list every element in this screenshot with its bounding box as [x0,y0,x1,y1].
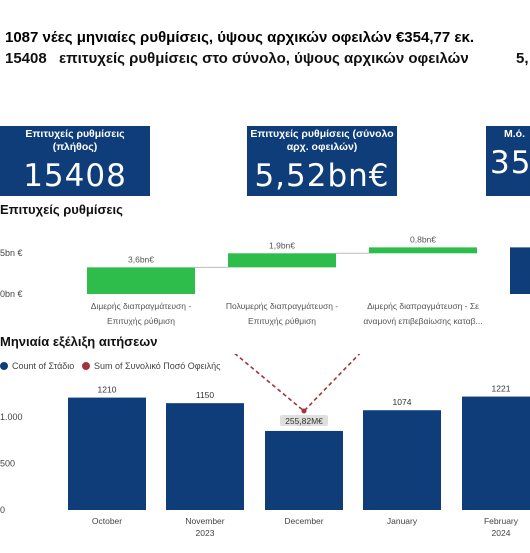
count-bar [166,403,244,510]
kpi-card-count: Επιτυχείς ρυθμίσεις (πλήθος) 15408 [0,126,150,196]
kpi-label: Επιτυχείς ρυθμίσεις (πλήθος) [0,126,150,154]
headline-total-count: 15408 [5,50,47,67]
sum-label-box [280,415,328,427]
monthly-chart-title: Μηνιαία εξέλιξη αιτήσεων [0,334,158,349]
waterfall-category-label: Επιτυχής ρύθμιση [107,316,175,326]
y-tick-label: 1.000 [0,412,23,422]
x-tick-label: October [92,516,122,526]
sum-value-label: 255,82M€ [285,416,323,426]
y-tick-label: 500 [0,459,15,469]
waterfall-bar [369,247,477,254]
headline-line-1: 1087 νέες μηνιαίες ρυθμίσεις, ύψους αρχι… [5,29,475,46]
count-bar [363,410,441,510]
count-value-label: 1210 [98,385,117,395]
y-tick-label: 0bn € [0,289,23,299]
sum-point [301,408,307,414]
x-tick-year: 2023 [196,528,215,538]
kpi-label: Μ.ό. [486,126,530,141]
waterfall-title: Επιτυχείς ρυθμίσεις [0,202,123,217]
y-tick-label: 5bn € [0,248,23,258]
count-value-label: 1221 [492,384,511,394]
waterfall-bar [228,253,336,268]
x-tick-label: February [484,516,519,526]
waterfall-category-label: Πολυμερής διαπραγμάτευση - [226,301,338,311]
waterfall-category-label: Διμερής διαπραγμάτευση - Σε [367,301,479,311]
waterfall-value-label: 1,9bn€ [269,240,295,250]
waterfall-chart: 5bn € 0bn € 3,6bn€ Διμερής διαπραγμάτευση -… [0,234,530,326]
waterfall-value-label: 0,8bn€ [410,234,436,244]
kpi-value: 15408 [23,158,127,194]
kpi-label-line-1: Επιτυχείς ρυθμίσεις [25,128,125,140]
waterfall-bar [87,267,195,294]
kpi-label-line-1: Επιτυχείς ρυθμίσεις (σύνολο [250,128,394,140]
count-value-label: 1150 [196,390,215,400]
headline-total-amount: 5, [516,50,529,67]
kpi-card-total-debt: Επιτυχείς ρυθμίσεις (σύνολο αρχ. οφειλών… [247,126,397,196]
waterfall-value-label: 3,6bn€ [128,254,154,264]
count-bar [462,396,530,510]
count-bar [68,397,146,510]
x-tick-label: January [387,516,418,526]
kpi-label-line-2: αρχ. οφειλών) [286,141,358,153]
kpi-card-average: Μ.ό. 35 [486,126,530,196]
x-tick-label: November [185,516,224,526]
waterfall-category-label: Διμερής διαπραγμάτευση - [91,301,192,311]
waterfall-category-label: Επιτυχής ρύθμιση [248,316,316,326]
kpi-label-line-2: (πλήθος) [52,141,98,153]
monthly-combo-chart: Count of Στάδιο Sum of Συνολικό Ποσό Οφει… [0,354,530,538]
count-bar [265,430,343,510]
legend-marker-count [0,362,8,370]
kpi-label-line-1: Μ.ό. [504,128,525,140]
waterfall-category-label: αναμονή επιβεβαίωσης καταβ... [363,316,482,326]
kpi-value: 5,52bn€ [254,158,390,194]
x-tick-label: December [284,516,323,526]
legend-marker-sum [82,362,90,370]
count-value-label: 1074 [393,397,412,407]
x-tick-year: 2024 [492,528,511,538]
legend-label-count: Count of Στάδιο [12,361,74,371]
headline-line-2: επιτυχείς ρυθμίσεις στο σύνολο, ύψους αρ… [59,50,469,67]
y-tick-label: 0 [0,505,5,515]
legend-label-sum: Sum of Συνολικό Ποσό Οφειλής [94,361,221,371]
kpi-value: 35 [490,145,530,181]
waterfall-total-bar [510,247,530,294]
kpi-label: Επιτυχείς ρυθμίσεις (σύνολο αρχ. οφειλών… [247,126,397,154]
